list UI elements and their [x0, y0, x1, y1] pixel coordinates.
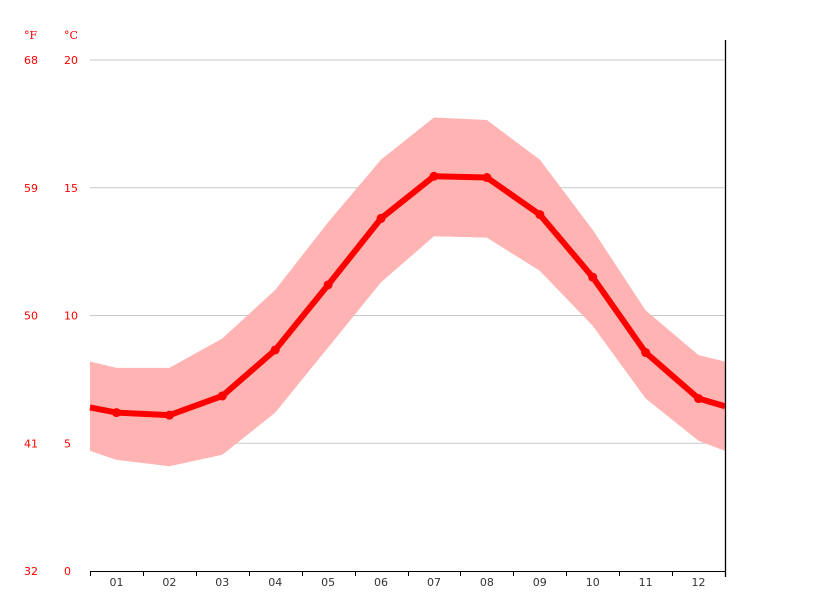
x-tick-label: 04: [268, 576, 282, 589]
x-tick-label: 05: [321, 576, 335, 589]
y-tick-label-f: 41: [24, 437, 38, 450]
x-axis-labels: 01 02 03 04 05 06 07 08 09 10 11 12: [109, 576, 705, 589]
data-point: [323, 280, 333, 290]
x-tick-label: 06: [374, 576, 388, 589]
y-tick-label-c: 20: [64, 54, 78, 67]
x-tick-label: 10: [586, 576, 600, 589]
data-point: [429, 171, 439, 181]
data-point: [111, 408, 121, 418]
axes: [90, 40, 727, 577]
temperature-range-band: [90, 117, 725, 467]
average-temperature-line: [89, 173, 726, 419]
fahrenheit-unit-label: °F: [24, 29, 38, 42]
x-tick-label: 08: [480, 576, 494, 589]
y-tick-label-c: 5: [64, 437, 71, 450]
y-tick-label-c: 0: [64, 565, 71, 578]
data-point: [482, 173, 492, 183]
data-point: [535, 210, 545, 220]
data-points: [111, 171, 704, 420]
x-tick-label: 07: [427, 576, 441, 589]
x-tick-label: 03: [215, 576, 229, 589]
data-point: [376, 213, 386, 223]
x-tick-label: 09: [533, 576, 547, 589]
x-tick-label: 01: [109, 576, 123, 589]
y-tick-label-f: 59: [24, 182, 38, 195]
y-axis-labels: 32 0 41 5 50 10 59 15 68 20: [24, 54, 78, 578]
y-tick-label-f: 68: [24, 54, 38, 67]
y-tick-label-f: 50: [24, 310, 38, 323]
y-tick-label-f: 32: [24, 565, 38, 578]
x-tick-label: 12: [692, 576, 706, 589]
x-tick-label: 02: [162, 576, 176, 589]
x-tick-label: 11: [639, 576, 653, 589]
data-point: [694, 394, 704, 404]
data-point: [164, 410, 174, 420]
y-tick-label-c: 15: [64, 182, 78, 195]
data-point: [641, 348, 651, 358]
celsius-unit-label: °C: [64, 29, 78, 42]
data-point: [270, 345, 280, 355]
y-tick-label-c: 10: [64, 310, 78, 323]
data-point: [217, 391, 227, 401]
data-point: [588, 272, 598, 282]
